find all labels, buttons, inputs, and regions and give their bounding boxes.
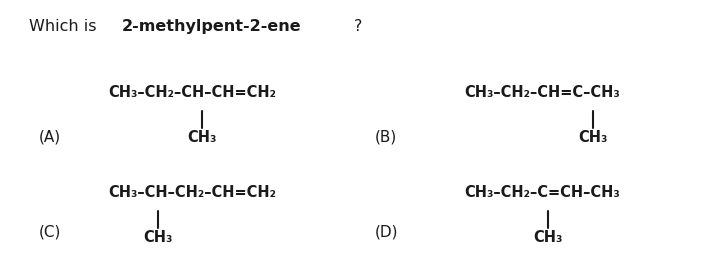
Text: 2-methylpent-2-ene: 2-methylpent-2-ene xyxy=(122,19,302,34)
Text: (C): (C) xyxy=(39,225,61,240)
Text: CH₃–CH–CH₂–CH=CH₂: CH₃–CH–CH₂–CH=CH₂ xyxy=(108,185,277,200)
Text: Which is: Which is xyxy=(29,19,101,34)
Text: CH₃: CH₃ xyxy=(578,130,608,145)
Text: (B): (B) xyxy=(374,130,396,145)
Text: CH₃–CH₂–CH=C–CH₃: CH₃–CH₂–CH=C–CH₃ xyxy=(464,85,620,100)
Text: (D): (D) xyxy=(374,225,398,240)
Text: CH₃: CH₃ xyxy=(533,230,563,245)
Text: CH₃: CH₃ xyxy=(143,230,173,245)
Text: ?: ? xyxy=(354,19,362,34)
Text: (A): (A) xyxy=(39,130,61,145)
Text: CH₃–CH₂–C=CH–CH₃: CH₃–CH₂–C=CH–CH₃ xyxy=(464,185,620,200)
Text: CH₃: CH₃ xyxy=(187,130,217,145)
Text: CH₃–CH₂–CH–CH=CH₂: CH₃–CH₂–CH–CH=CH₂ xyxy=(108,85,277,100)
